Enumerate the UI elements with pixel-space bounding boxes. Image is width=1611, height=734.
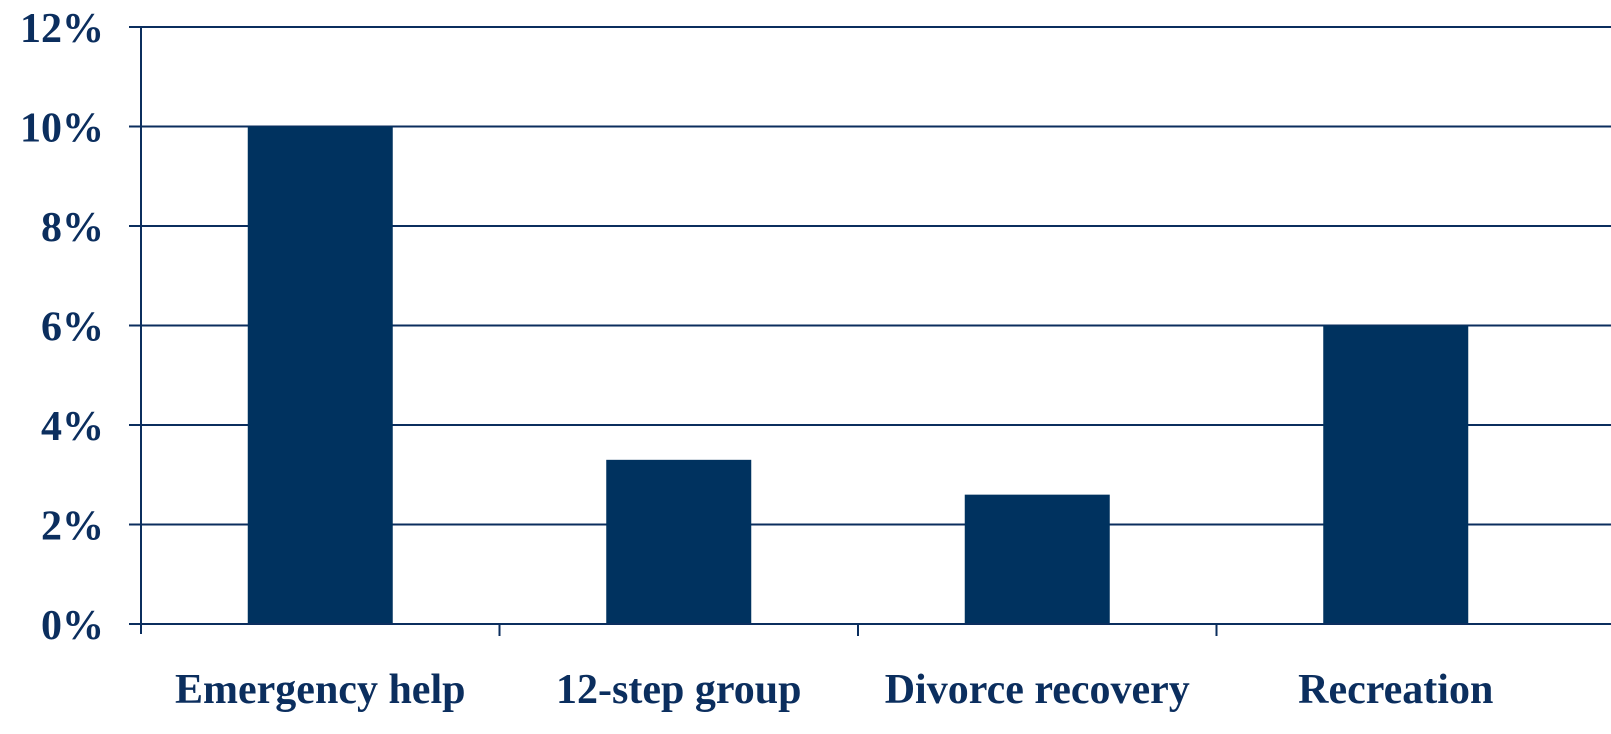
- bar: [247, 126, 393, 624]
- bar: [964, 494, 1110, 624]
- x-category-label: Recreation: [1298, 667, 1493, 713]
- y-tick-label: 0%: [41, 603, 104, 649]
- y-axis-tick-labels: 0% 2% 4% 6% 8% 10% 12%: [20, 6, 104, 649]
- x-category-label: Emergency help: [175, 667, 465, 713]
- bars: [247, 126, 1469, 624]
- x-axis-category-labels: Emergency help 12-step group Divorce recov…: [175, 667, 1493, 713]
- y-tick-label: 12%: [20, 6, 104, 52]
- y-tick-label: 6%: [41, 305, 104, 351]
- axes: [129, 26, 1611, 636]
- y-tick-label: 8%: [41, 205, 104, 251]
- bar: [1323, 325, 1469, 624]
- y-tick-label: 4%: [41, 404, 104, 450]
- x-category-label: Divorce recovery: [885, 667, 1190, 713]
- bar: [606, 459, 752, 624]
- y-tick-label: 10%: [20, 106, 104, 152]
- x-category-label: 12-step group: [556, 667, 801, 713]
- y-tick-label: 2%: [41, 504, 104, 550]
